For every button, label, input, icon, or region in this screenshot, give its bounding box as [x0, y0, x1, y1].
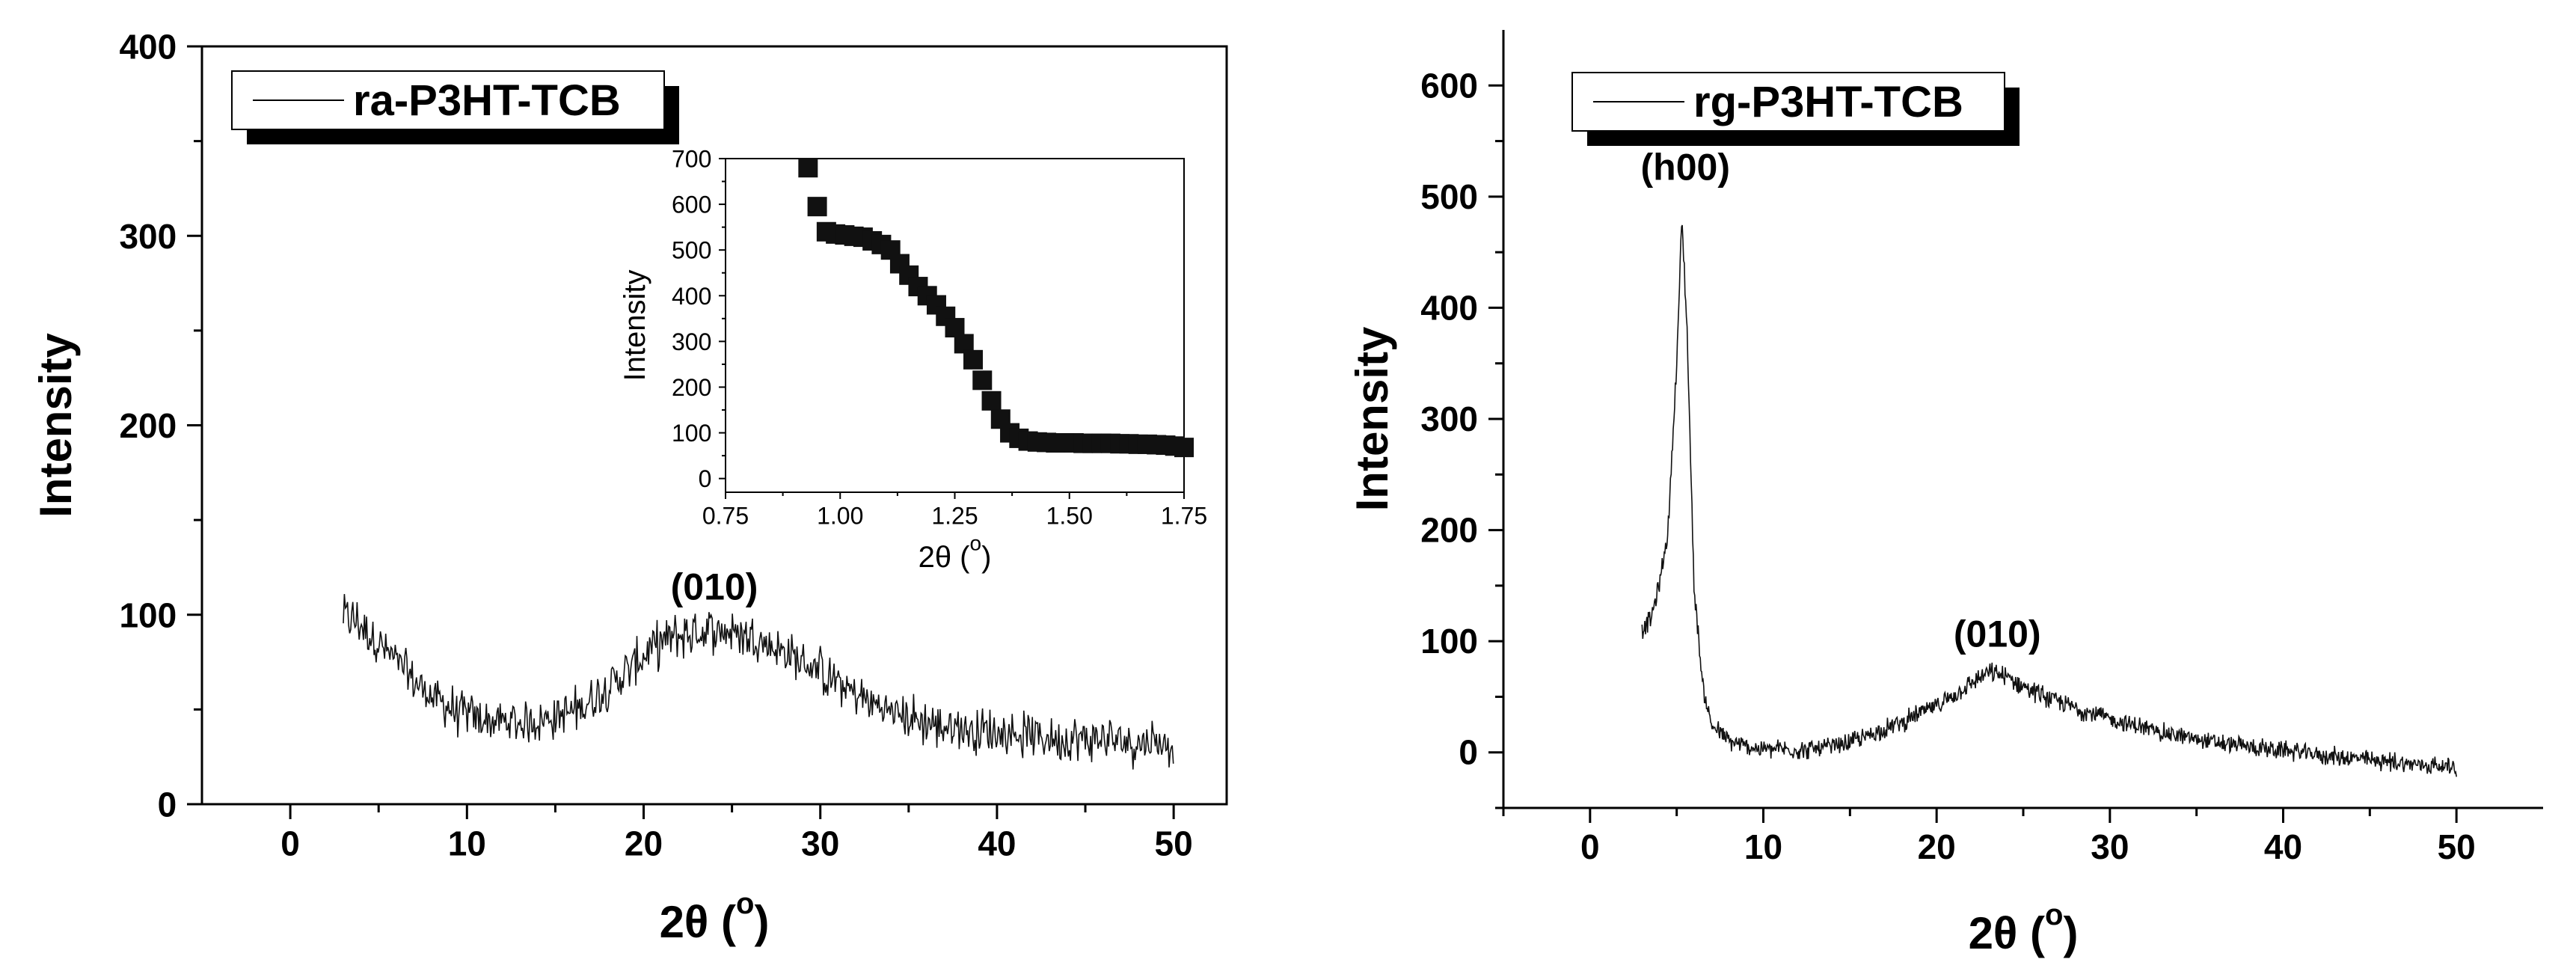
- right-y-tick-label: 200: [1420, 511, 1478, 550]
- right-x-axis-title: 2θ (o): [1969, 898, 2079, 958]
- right-x-tick-label: 40: [2264, 827, 2302, 866]
- right-x-tick-label: 20: [1918, 827, 1956, 866]
- inset-y-tick-label: 100: [672, 420, 711, 447]
- inset-x-tick-label: 0.75: [702, 503, 749, 530]
- right-y-tick-label: 100: [1420, 622, 1478, 661]
- inset-marker: [807, 197, 827, 217]
- left-x-tick-label: 10: [448, 824, 486, 863]
- right-peak-annotation: (010): [1954, 613, 2041, 655]
- left-x-tick-label: 20: [625, 824, 663, 863]
- left-y-axis-title: Intensity: [31, 333, 81, 518]
- left-peak-annotation: (010): [671, 566, 758, 607]
- right-x-tick-label: 50: [2438, 827, 2476, 866]
- inset-y-axis-title: Intensity: [619, 270, 651, 382]
- right-y-axis-title: Intensity: [1347, 326, 1397, 511]
- inset-x-tick-label: 1.50: [1046, 503, 1093, 530]
- left-x-axis-title: 2θ (o): [660, 887, 770, 947]
- right-peak-annotation: (h00): [1641, 147, 1730, 189]
- inset-y-tick-label: 300: [672, 328, 711, 355]
- inset-y-tick-label: 200: [672, 374, 711, 401]
- right-y-tick-label: 400: [1420, 288, 1478, 327]
- inset-x-axis-title: 2θ (o): [919, 532, 992, 574]
- right-series-line: [1641, 224, 2457, 777]
- left-y-tick-label: 400: [119, 28, 177, 67]
- right-x-tick-label: 30: [2091, 827, 2129, 866]
- inset-marker: [798, 158, 818, 178]
- right-legend-label: rg-P3HT-TCB: [1693, 78, 1963, 126]
- inset-marker: [1174, 438, 1194, 458]
- inset-marker: [981, 391, 1002, 411]
- inset-y-tick-label: 500: [672, 237, 711, 264]
- inset-y-tick-label: 400: [672, 283, 711, 310]
- right-y-tick-label: 300: [1420, 399, 1478, 438]
- left-x-tick-label: 30: [801, 824, 839, 863]
- right-y-tick-label: 500: [1420, 177, 1478, 216]
- right-x-tick-label: 0: [1580, 827, 1600, 866]
- inset-y-tick-label: 700: [672, 146, 711, 173]
- inset-marker: [963, 349, 984, 370]
- inset-x-tick-label: 1.00: [817, 503, 863, 530]
- left-y-tick-label: 100: [119, 595, 177, 634]
- right-y-tick-label: 0: [1459, 733, 1478, 772]
- left-x-tick-label: 50: [1155, 824, 1193, 863]
- left-series-line: [343, 594, 1174, 770]
- inset-y-tick-label: 0: [699, 465, 712, 492]
- inset-chart: 0.75 1.00 1.25 1.50 1.75 0 100 200 300 400 500 600 7…: [619, 146, 1207, 574]
- left-legend-label: ra-P3HT-TCB: [353, 76, 621, 125]
- left-x-tick-label: 40: [978, 824, 1016, 863]
- left-y-tick-label: 0: [158, 785, 177, 824]
- inset-y-tick-label: 600: [672, 192, 711, 218]
- inset-x-tick-label: 1.25: [931, 503, 978, 530]
- left-y-tick-label: 200: [119, 406, 177, 445]
- left-y-tick-label: 300: [119, 217, 177, 256]
- inset-x-tick-label: 1.75: [1161, 503, 1207, 530]
- right-y-tick-label: 600: [1420, 66, 1478, 105]
- left-x-tick-label: 0: [280, 824, 300, 863]
- inset-marker: [972, 370, 993, 391]
- right-x-tick-label: 10: [1744, 827, 1782, 866]
